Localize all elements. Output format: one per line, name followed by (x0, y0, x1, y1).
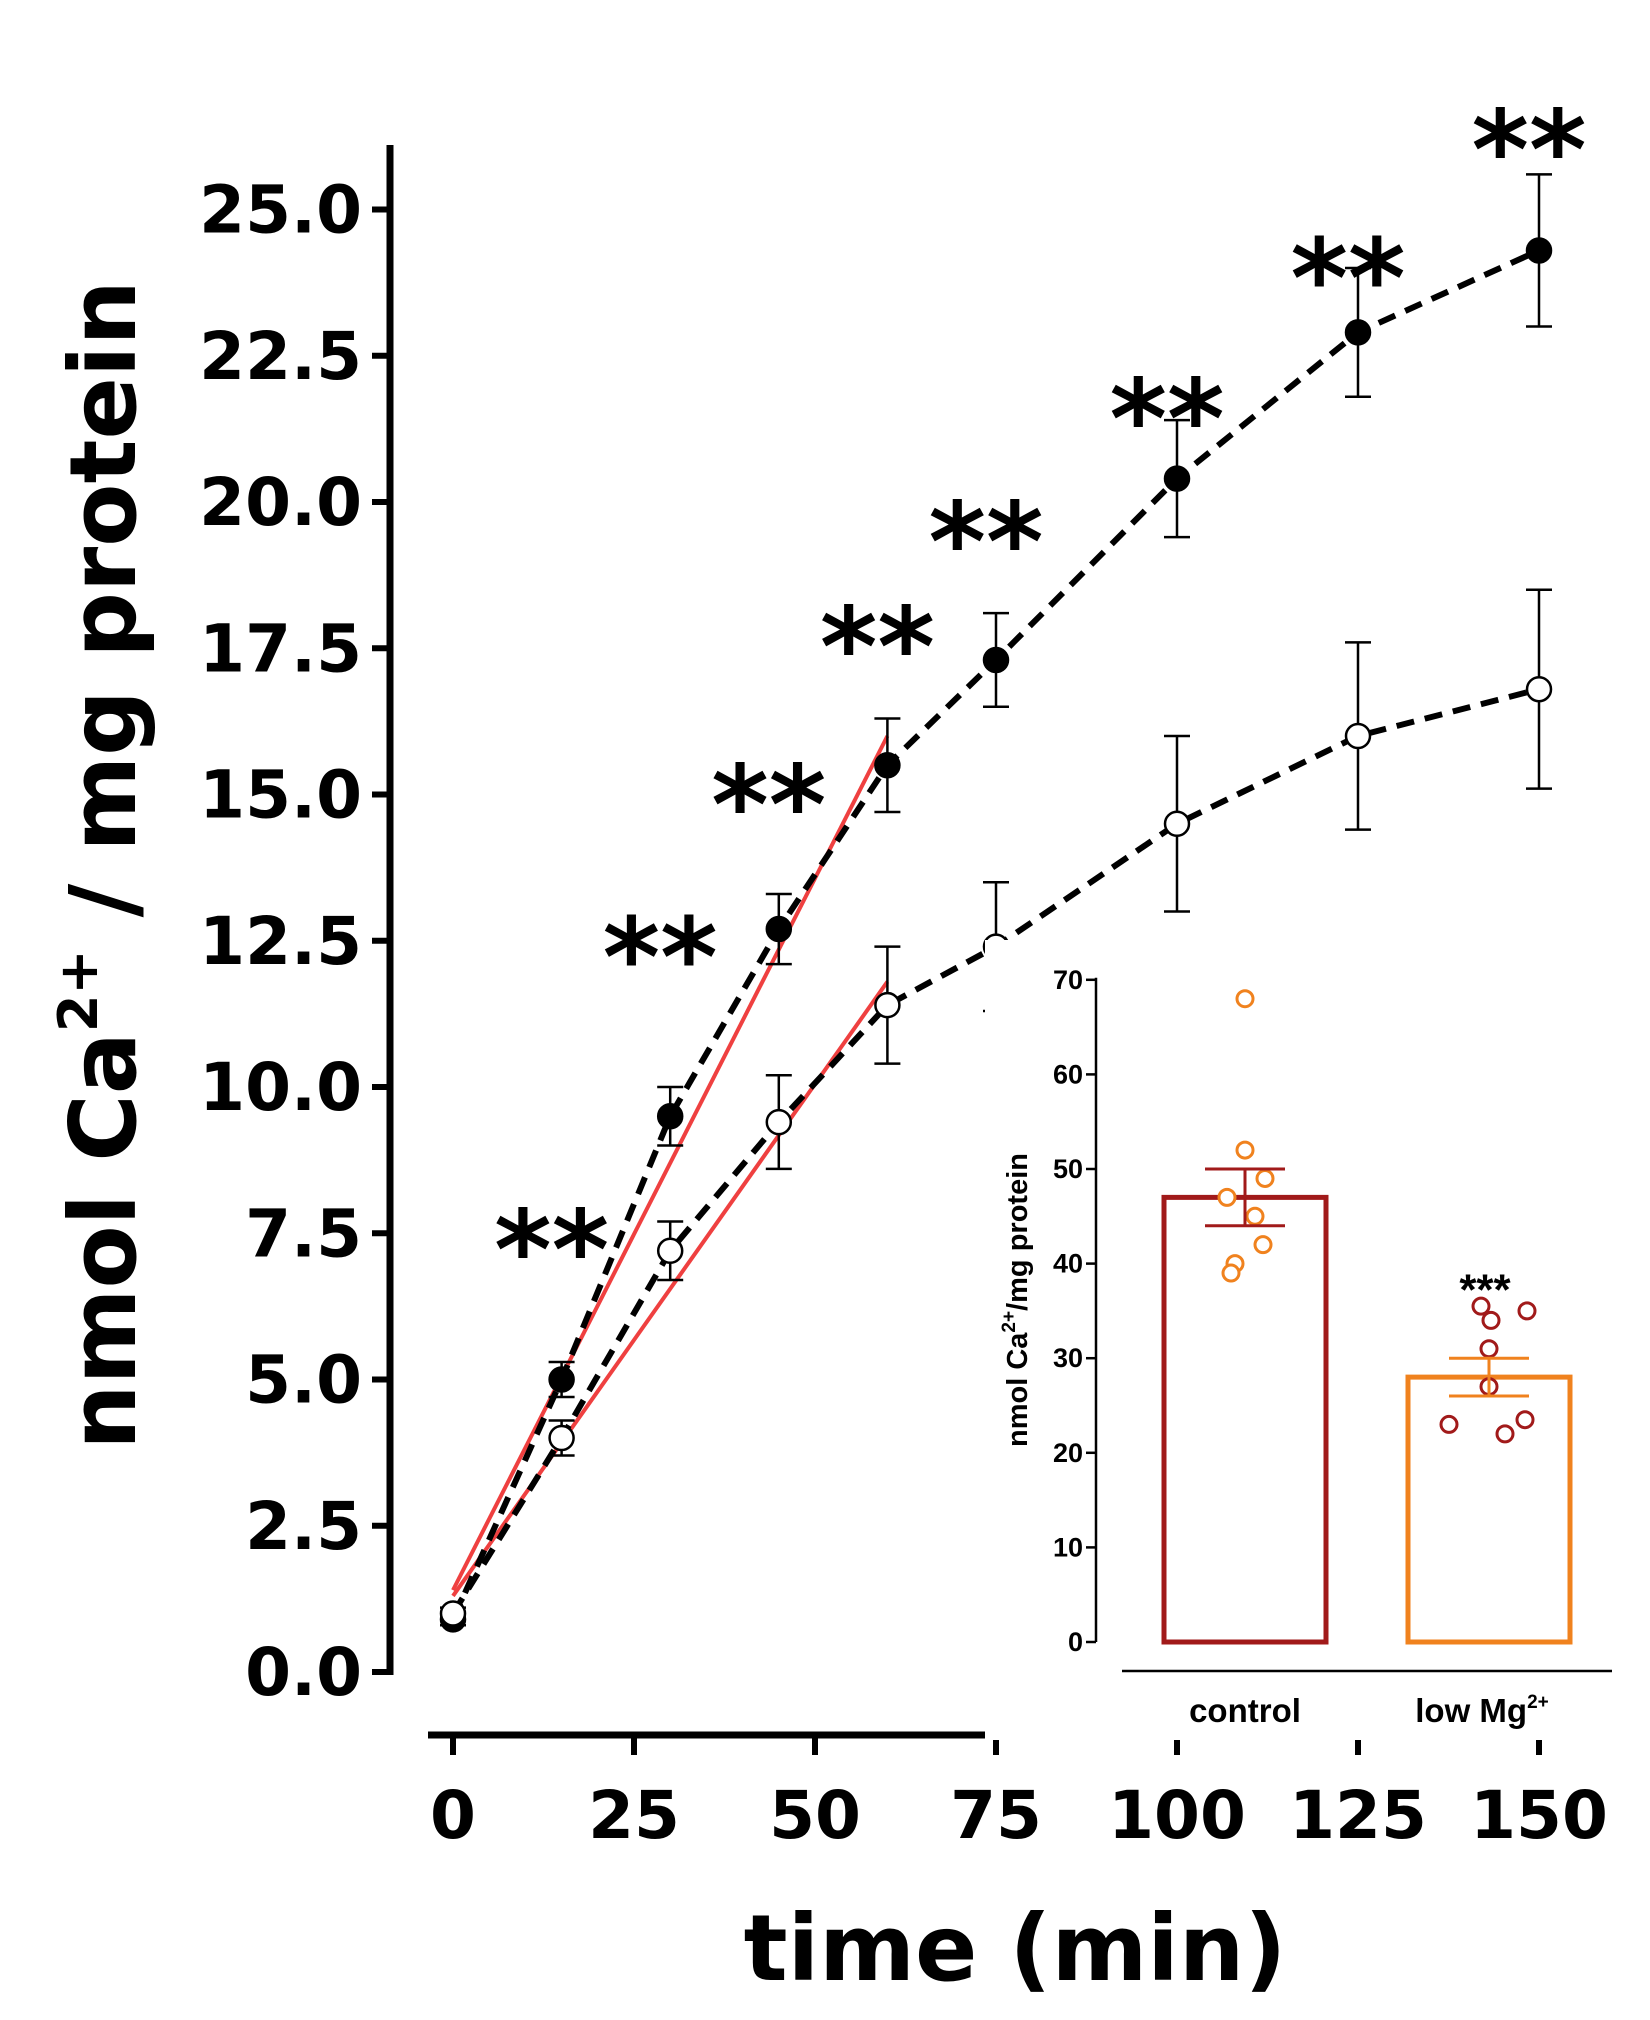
filled-data-point (656, 1103, 684, 1130)
y-tick-label: 17.5 (199, 610, 362, 687)
filled-data-point (874, 752, 901, 779)
filled-data-point (1163, 465, 1191, 492)
inset-category-label: low Mg2+ (1415, 1692, 1548, 1729)
inset-data-point (1495, 1424, 1515, 1444)
inset-data-point (1479, 1339, 1499, 1359)
x-tick-label: 50 (769, 1777, 861, 1854)
y-tick-label: 20.0 (199, 464, 362, 541)
inset-annotations: *** (1459, 1266, 1511, 1315)
inset-data-point (1221, 1263, 1241, 1283)
x-tick-label: 25 (588, 1777, 680, 1854)
significance-star: ** (1471, 86, 1586, 214)
inset-y-axis-label: nmol Ca2+/mg protein (999, 1153, 1034, 1447)
inset-category-label: control (1189, 1692, 1301, 1729)
inset-y-axis-label-suffix: /mg protein (1002, 1153, 1034, 1311)
significance-star: ** (603, 894, 718, 1022)
x-tick-label: 150 (1470, 1777, 1608, 1854)
inset-data-point (1517, 1301, 1537, 1321)
open-data-point (1163, 810, 1191, 837)
y-tick-label: 5.0 (245, 1342, 362, 1419)
main-plot: 0.0 2.5 5.0 7.5 10.0 12.5 15.0 17.5 20.0 22.5 25.0… (47, 86, 1608, 2002)
open-data-point (1344, 722, 1372, 750)
inset-y-tick-label: 0 (1068, 1627, 1083, 1657)
inset-y-tick-label: 50 (1053, 1154, 1083, 1184)
open-data-point (1525, 675, 1553, 703)
filled-data-point (982, 646, 1010, 674)
series-line (450, 686, 1540, 1616)
inset-data-point (1235, 989, 1255, 1009)
y-tick-label: 2.5 (245, 1488, 362, 1565)
inset-data-point (1471, 1296, 1491, 1316)
open-data-point (765, 1108, 793, 1136)
y-tick-label: 7.5 (245, 1195, 362, 1272)
y-tick-label: 15.0 (199, 757, 362, 834)
inset-axes: 0 10 20 30 40 50 60 70 (1053, 965, 1612, 1673)
inset-data-point (1439, 1414, 1459, 1434)
filled-data-point (548, 1366, 575, 1393)
y-axis-label-superscript: 2+ (47, 949, 110, 1032)
inset-data-point (1245, 1206, 1265, 1226)
inset-data-point (1235, 1140, 1255, 1160)
open-data-point (439, 1600, 467, 1627)
significance-annotations: **************** (494, 86, 1586, 1314)
inset-bar (1405, 1374, 1573, 1645)
x-tick-label: 75 (950, 1777, 1042, 1854)
inset-data-point (1253, 1235, 1273, 1255)
significance-star: ** (1290, 215, 1405, 343)
inset-y-tick-label: 70 (1053, 965, 1083, 995)
y-axis-label: nmol Ca2+ / mg protein (47, 280, 157, 1450)
y-tick-label: 22.5 (199, 318, 362, 395)
y-tick-label: 12.5 (199, 903, 362, 980)
inset-data-point (1481, 1310, 1501, 1330)
inset-y-tick-label: 20 (1053, 1438, 1083, 1468)
y-tick-label: 25.0 (199, 172, 362, 249)
x-tick-label: 125 (1289, 1777, 1427, 1854)
open-data-point (656, 1237, 684, 1265)
y-tick-label: 10.0 (199, 1049, 362, 1126)
significance-star: ** (494, 1186, 609, 1314)
filled-data-point (1344, 319, 1372, 346)
inset-y-axis-label-prefix: nmol Ca (1002, 1332, 1034, 1447)
filled-data-point (765, 915, 793, 943)
x-tick-label: 100 (1108, 1777, 1246, 1854)
open-data-point (548, 1424, 575, 1452)
inset-data-point (1217, 1187, 1237, 1207)
main-axes: 0.0 2.5 5.0 7.5 10.0 12.5 15.0 17.5 20.0 22.5 25.0… (199, 145, 1608, 1854)
x-tick-label: 0 (430, 1777, 476, 1854)
significance-star: ** (820, 584, 935, 712)
inset-y-tick-label: 30 (1053, 1343, 1083, 1373)
inset-category-label-text: low Mg (1415, 1692, 1527, 1729)
inset-points (1205, 989, 1537, 1444)
open-data-point (874, 991, 901, 1019)
inset-data-point (1255, 1168, 1275, 1188)
inset-category-label-superscript: 2+ (1527, 1692, 1549, 1713)
inset-y-tick-label: 10 (1053, 1532, 1083, 1562)
inset-data-point (1515, 1410, 1535, 1430)
inset-significance-star: *** (1459, 1266, 1511, 1315)
y-axis-label-prefix: nmol Ca (50, 1032, 157, 1450)
significance-star: ** (928, 478, 1043, 606)
data-series (439, 173, 1553, 1633)
inset-y-tick-label: 40 (1053, 1249, 1083, 1279)
inset-y-tick-label: 60 (1053, 1059, 1083, 1089)
inset-bar (1161, 1194, 1329, 1645)
y-tick-label: 0.0 (245, 1634, 362, 1711)
inset-bars (1161, 1194, 1573, 1645)
significance-star: ** (711, 742, 826, 870)
x-axis-label: time (min) (744, 1895, 1287, 2002)
significance-star: ** (1109, 356, 1224, 484)
y-axis-label-suffix: / mg protein (50, 280, 157, 949)
inset-y-axis-label-superscript: 2+ (999, 1311, 1020, 1333)
inset-category-label-text: control (1189, 1692, 1301, 1729)
filled-data-point (1525, 237, 1553, 264)
